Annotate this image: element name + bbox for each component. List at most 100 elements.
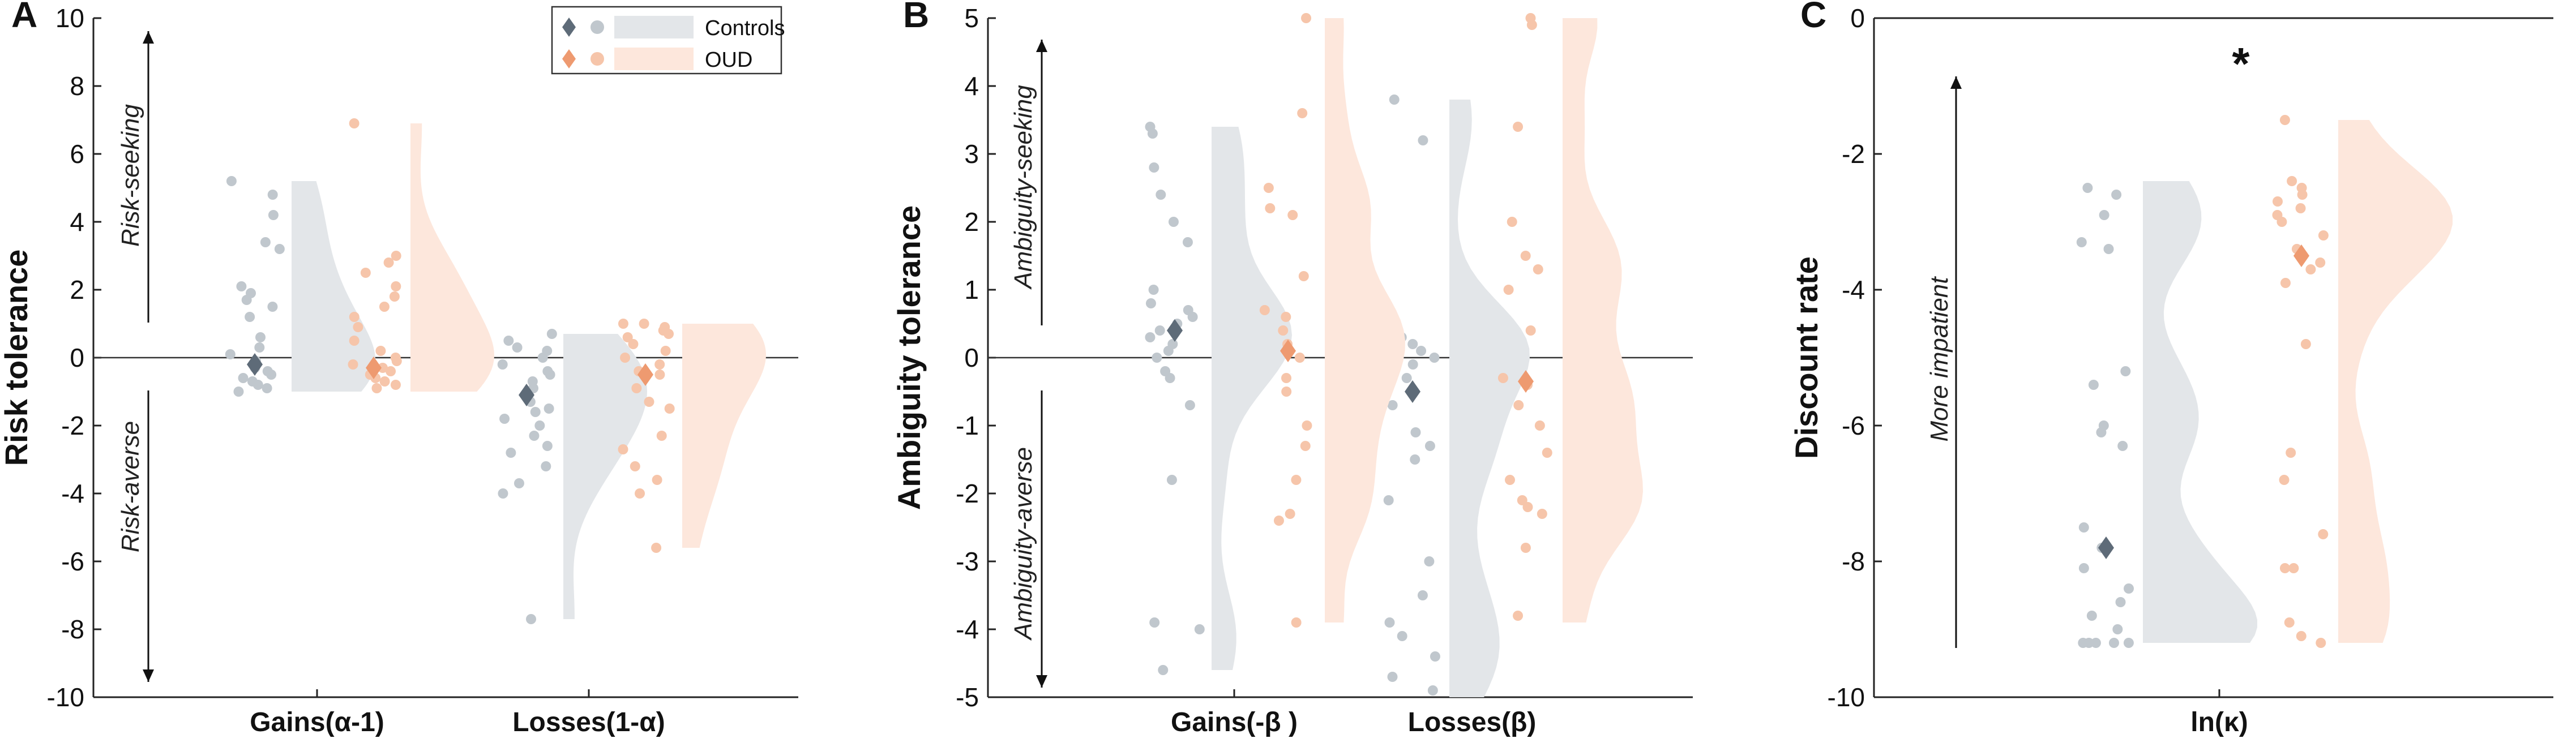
data-point-oud bbox=[2316, 638, 2326, 648]
data-point-oud bbox=[1520, 543, 1531, 553]
data-point-oud bbox=[390, 353, 401, 363]
panel-b: -5 -4 -3 -2 -1 0 1 2 3 4 5 Gains(-β ) Losses(β) B Ambi… bbox=[891, 0, 1693, 737]
data-point-controls bbox=[1397, 631, 1407, 641]
data-point-oud bbox=[2318, 230, 2329, 241]
data-point-controls bbox=[542, 441, 553, 451]
data-point-oud bbox=[631, 383, 642, 393]
data-point-controls bbox=[2090, 638, 2101, 648]
panel-label: A bbox=[11, 0, 37, 35]
data-point-oud bbox=[1273, 516, 1284, 526]
data-point-controls bbox=[268, 210, 279, 220]
data-point-oud bbox=[1534, 420, 1545, 431]
y-tick-label: 3 bbox=[964, 139, 979, 169]
data-point-oud bbox=[377, 363, 388, 373]
data-point-controls bbox=[1389, 95, 1400, 105]
y-axis-label: Discount rate bbox=[1788, 256, 1824, 459]
data-point-oud bbox=[386, 366, 396, 376]
data-point-oud bbox=[1294, 353, 1305, 363]
data-point-controls bbox=[1154, 325, 1165, 336]
data-point-oud bbox=[1265, 203, 1276, 213]
y-tick-label: -2 bbox=[61, 411, 84, 440]
data-point-oud bbox=[383, 257, 394, 268]
data-point-controls bbox=[1387, 672, 1398, 682]
data-point-oud bbox=[639, 319, 649, 329]
data-point-controls bbox=[542, 366, 553, 376]
data-point-controls bbox=[527, 376, 538, 387]
data-point-controls bbox=[1168, 217, 1179, 227]
mean-marker-controls bbox=[1405, 380, 1420, 403]
panel-label: C bbox=[1800, 0, 1826, 35]
data-point-oud bbox=[1497, 373, 1508, 383]
data-point-oud bbox=[2279, 115, 2290, 125]
legend-label-oud: OUD bbox=[705, 48, 752, 72]
data-point-oud bbox=[2272, 196, 2283, 207]
data-point-controls bbox=[255, 332, 266, 342]
data-point-controls bbox=[497, 359, 508, 370]
data-point-oud bbox=[1298, 271, 1309, 281]
data-point-oud bbox=[1285, 509, 1295, 519]
y-tick-label: -5 bbox=[956, 682, 979, 712]
y-tick-label: 1 bbox=[964, 275, 979, 304]
data-point-controls bbox=[1182, 237, 1193, 247]
data-point-oud bbox=[1278, 325, 1289, 336]
data-point-controls bbox=[2083, 638, 2094, 648]
data-point-oud bbox=[2315, 257, 2326, 268]
data-point-oud bbox=[1513, 611, 1524, 621]
data-point-controls bbox=[498, 488, 508, 499]
data-point-controls bbox=[2108, 638, 2119, 648]
y-tick-label: -6 bbox=[1842, 411, 1865, 440]
panel-c: -10 -8 -6 -4 -2 0 ln(κ) C Discount rate More impa… bbox=[1788, 0, 2553, 737]
data-point-controls bbox=[1416, 346, 1427, 356]
data-point-oud bbox=[664, 403, 675, 414]
legend-dot-controls bbox=[590, 20, 604, 34]
y-tick-label: -8 bbox=[61, 615, 84, 644]
significance-star: * bbox=[2232, 38, 2250, 89]
data-point-controls bbox=[2098, 420, 2109, 431]
y-tick-label: 2 bbox=[70, 275, 84, 304]
arrow-down-head bbox=[143, 669, 154, 682]
data-point-controls bbox=[262, 383, 272, 393]
data-point-oud bbox=[371, 383, 382, 393]
panel-label: B bbox=[903, 0, 929, 35]
data-point-controls bbox=[503, 336, 514, 346]
data-point-oud bbox=[1507, 217, 1517, 227]
data-point-controls bbox=[2099, 210, 2109, 220]
data-point-oud bbox=[1281, 387, 1292, 397]
violin-oud bbox=[682, 324, 766, 548]
data-point-controls bbox=[2076, 237, 2087, 247]
violin-controls bbox=[292, 181, 375, 392]
data-point-oud bbox=[349, 336, 360, 346]
data-point-controls bbox=[2111, 190, 2122, 200]
data-point-controls bbox=[1424, 441, 1435, 451]
data-point-controls bbox=[1387, 400, 1398, 410]
data-point-oud bbox=[2300, 339, 2311, 349]
data-point-oud bbox=[1522, 502, 1533, 512]
data-point-oud bbox=[1291, 475, 1302, 485]
legend-diamond-controls bbox=[562, 18, 576, 37]
mean-marker-controls bbox=[2098, 536, 2114, 559]
violin-controls bbox=[1212, 127, 1292, 670]
data-point-controls bbox=[246, 288, 256, 298]
data-point-oud bbox=[2295, 203, 2306, 213]
legend-label-controls: Controls bbox=[705, 16, 785, 40]
annotation-down: Risk-averse bbox=[117, 421, 144, 552]
data-point-controls bbox=[512, 342, 523, 353]
data-point-oud bbox=[654, 359, 665, 370]
data-point-controls bbox=[2112, 624, 2123, 634]
data-point-oud bbox=[628, 339, 639, 349]
data-point-controls bbox=[1407, 359, 1418, 370]
data-point-oud bbox=[2305, 264, 2316, 274]
data-point-oud bbox=[1525, 13, 1536, 23]
data-point-oud bbox=[2287, 176, 2297, 186]
legend-swatch-oud bbox=[614, 48, 694, 70]
data-point-controls bbox=[1145, 122, 1156, 132]
y-tick-label: 4 bbox=[70, 207, 84, 237]
data-point-oud bbox=[349, 312, 360, 322]
data-point-oud bbox=[2279, 563, 2290, 573]
violin-oud bbox=[1563, 18, 1643, 622]
legend: Controls OUD bbox=[551, 6, 785, 75]
y-tick-label: 8 bbox=[70, 71, 84, 101]
data-point-controls bbox=[1383, 495, 1394, 505]
mean-marker-oud bbox=[637, 363, 653, 386]
